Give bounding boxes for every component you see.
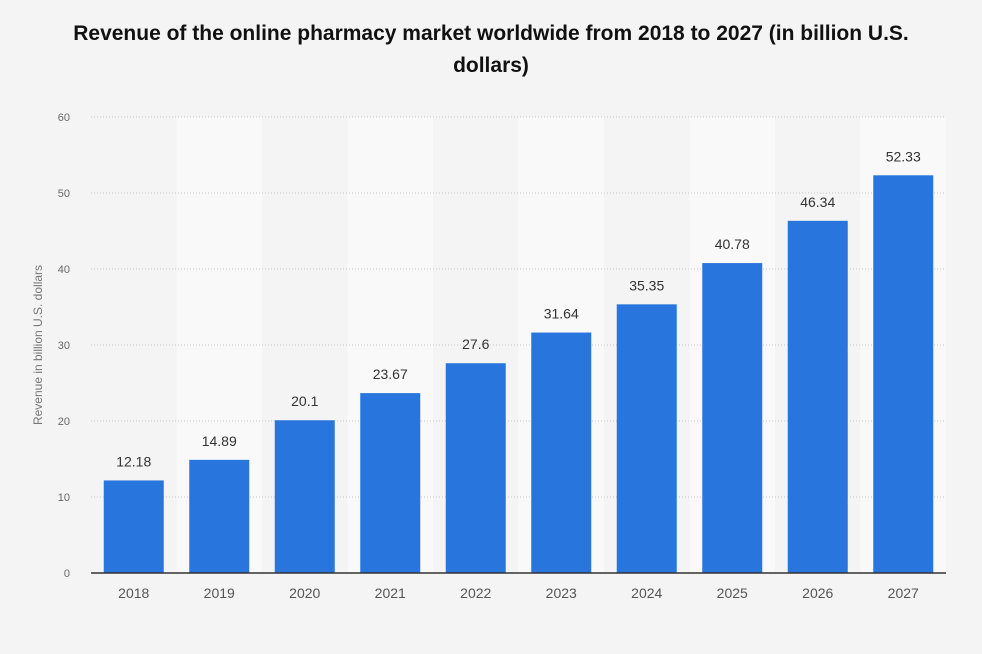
y-tick-label: 10	[58, 492, 70, 504]
x-tick-label: 2023	[546, 585, 577, 601]
y-tick-label: 50	[58, 188, 70, 200]
bar-2022	[445, 363, 506, 573]
data-label: 14.89	[202, 433, 237, 449]
data-labels: 12.18 14.89 20.1 23.67 27.6 31.64 35.35 40.78 46…	[116, 148, 921, 469]
bar-2025	[702, 263, 763, 573]
bar-2024	[616, 304, 677, 573]
bar-2023	[531, 332, 592, 573]
y-tick-label: 60	[58, 112, 70, 124]
y-axis-label: Revenue in billion U.S. dollars	[31, 265, 45, 425]
y-tick-label: 20	[58, 416, 70, 428]
data-label: 12.18	[116, 453, 151, 469]
data-label: 40.78	[715, 236, 750, 252]
x-tick-label: 2022	[460, 585, 491, 601]
bar-2019	[189, 459, 250, 573]
y-axis-ticks: 0 10 20 30 40 50 60	[58, 112, 70, 580]
data-label: 35.35	[629, 277, 664, 293]
y-tick-label: 40	[58, 264, 70, 276]
y-tick-label: 0	[64, 568, 70, 580]
x-tick-label: 2021	[375, 585, 406, 601]
x-tick-label: 2027	[888, 585, 919, 601]
y-tick-label: 30	[58, 340, 70, 352]
chart-title: Revenue of the online pharmacy market wo…	[73, 22, 909, 77]
x-tick-label: 2020	[289, 585, 320, 601]
bar-2027	[873, 175, 934, 574]
x-axis-ticks: 2018 2019 2020 2021 2022 2023 2024 2025 2026 2027	[118, 585, 919, 601]
x-tick-label: 2026	[802, 585, 833, 601]
bar-2021	[360, 393, 421, 573]
bar-2020	[274, 420, 335, 573]
x-tick-label: 2024	[631, 585, 662, 601]
bar-2018	[103, 480, 164, 573]
bars	[103, 175, 934, 574]
bar-2026	[787, 220, 848, 574]
data-label: 46.34	[800, 194, 835, 210]
data-label: 52.33	[886, 148, 921, 164]
data-label: 23.67	[373, 366, 408, 382]
data-label: 20.1	[291, 393, 318, 409]
x-tick-label: 2018	[118, 585, 149, 601]
data-label: 31.64	[544, 306, 579, 322]
x-tick-label: 2019	[204, 585, 235, 601]
data-label: 27.6	[462, 336, 489, 352]
x-tick-label: 2025	[717, 585, 748, 601]
